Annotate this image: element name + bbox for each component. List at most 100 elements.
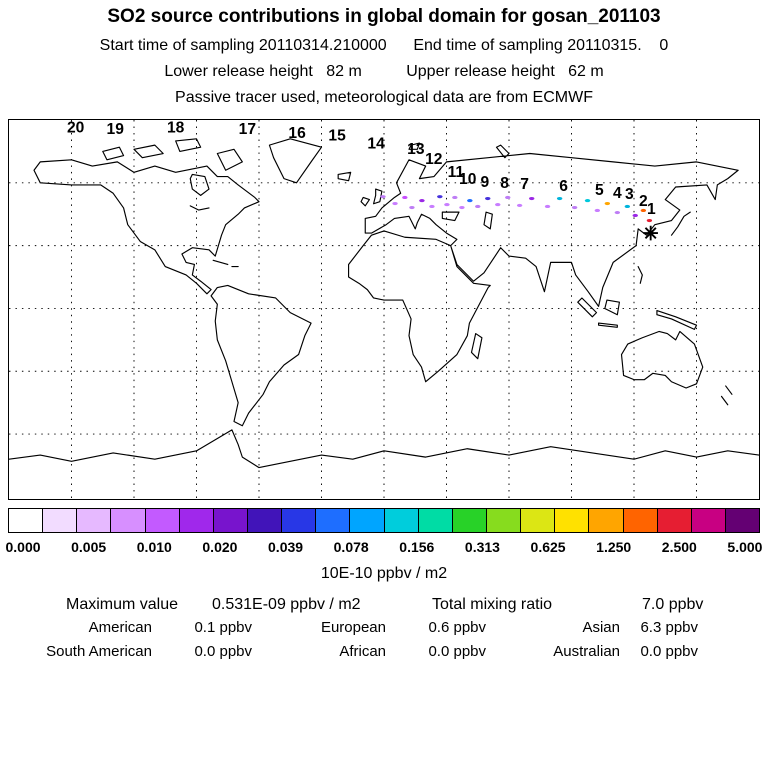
trajectory-day-label: 1 — [647, 201, 656, 218]
particle-dot — [444, 203, 450, 207]
trajectory-day-label: 12 — [425, 151, 443, 168]
colorbar-tick-label: 0.313 — [464, 539, 500, 555]
trajectory-day-label: 3 — [625, 186, 634, 203]
colorbar-cell — [213, 509, 248, 532]
colorbar-tick-label: 0.010 — [136, 539, 172, 555]
colorbar — [8, 508, 760, 533]
particle-dot — [392, 201, 398, 206]
trajectory-day-label: 2 — [639, 193, 648, 210]
particle-dot — [594, 208, 601, 213]
colorbar-cell — [555, 509, 590, 532]
trajectory-day-label: 9 — [480, 174, 489, 191]
colorbar-cell — [145, 509, 180, 532]
colorbar-tick-label: 0.078 — [333, 539, 369, 555]
particle-dot — [624, 204, 631, 209]
colorbar-cell — [179, 509, 214, 532]
particle-dot — [402, 195, 408, 200]
colorbar-cell — [418, 509, 453, 532]
particle-dot — [640, 208, 647, 213]
trajectory-day-label: 11 — [448, 164, 465, 181]
release-height-line: Lower release height 82 m Upper release … — [164, 63, 604, 80]
colorbar-cell — [452, 509, 487, 532]
colorbar-tick-label: 0.625 — [530, 539, 566, 555]
sampling-time-line: Start time of sampling 20110314.210000 E… — [99, 37, 669, 54]
particle-dot — [485, 196, 491, 201]
receptor-marker — [643, 225, 658, 241]
total-mixing-ratio-value: 7.0 ppbv — [642, 596, 704, 613]
particle-dot — [584, 199, 591, 203]
plot-title: SO2 source contributions in global domai… — [107, 6, 661, 27]
colorbar-cell — [725, 509, 760, 532]
region-label: Asian — [582, 619, 620, 636]
region-value: 0.0 ppbv — [640, 643, 698, 660]
colorbar-cell — [384, 509, 419, 532]
colorbar-ticks: 0.000 0.005 0.010 0.020 0.039 0.078 0.156 0.313… — [5, 539, 763, 557]
region-value: 0.0 ppbv — [428, 643, 486, 660]
particle-dot — [459, 205, 465, 210]
particle-dot — [409, 205, 415, 210]
colorbar-cell — [691, 509, 726, 532]
colorbar-tick-label: 0.005 — [71, 539, 107, 555]
trajectory-day-label: 16 — [288, 125, 306, 142]
graticule — [9, 120, 759, 499]
colorbar-tick-label: 2.500 — [661, 539, 697, 555]
particle-dot — [467, 199, 473, 203]
world-map-panel: 20 19 18 17 16 15 14 13 12 11 10 9 8 7 6 5 4 3 2 1 — [8, 119, 760, 500]
trajectory-day-label: 7 — [520, 176, 529, 193]
particle-dot — [529, 196, 535, 201]
region-value: 0.6 ppbv — [428, 619, 486, 636]
colorbar-tick-label: 1.250 — [596, 539, 632, 555]
region-label: American — [88, 619, 152, 636]
total-mixing-ratio-label: Total mixing ratio — [432, 596, 553, 613]
particle-dot — [437, 195, 443, 199]
particle-dot — [646, 218, 653, 223]
trajectory-day-label: 18 — [167, 120, 185, 136]
particle-dot — [544, 204, 551, 209]
colorbar-cell — [350, 509, 385, 532]
colorbar-cell — [589, 509, 624, 532]
particle-dot — [475, 204, 481, 209]
trajectory-day-label: 14 — [367, 135, 385, 152]
colorbar-cell — [247, 509, 283, 532]
colorbar-cell — [111, 509, 146, 532]
trajectory-day-label: 5 — [595, 182, 604, 199]
colorbar-units-label: 10E-10 ppbv / m2 — [320, 565, 448, 582]
region-value: 0.1 ppbv — [194, 619, 252, 636]
particle-dot — [516, 203, 523, 208]
particle-dot — [452, 195, 458, 200]
particle-dot — [429, 204, 435, 209]
trajectory-day-label: 6 — [559, 178, 568, 195]
region-stats: American 0.1 ppbv European 0.6 ppbv Asian 6.3… — [0, 619, 698, 660]
trajectory-day-label: 13 — [407, 141, 425, 158]
maximum-value: 0.531E-09 ppbv / m2 — [212, 596, 361, 613]
colorbar-cell — [521, 509, 556, 532]
particle-dot — [604, 201, 611, 206]
trajectory-day-label: 8 — [500, 175, 509, 192]
region-label: South American — [46, 643, 152, 660]
trajectory-day-label: 20 — [67, 120, 85, 136]
particle-dot — [556, 196, 563, 201]
trajectory-day-label: 17 — [239, 121, 257, 138]
trajectory-day-label: 19 — [107, 121, 125, 138]
colorbar-tick-label: 5.000 — [727, 539, 763, 555]
particle-dot — [505, 195, 511, 200]
colorbar-tick-label: 0.039 — [268, 539, 304, 555]
colorbar-cell — [486, 509, 522, 532]
colorbar-cell — [657, 509, 692, 532]
trajectory-day-label: 15 — [328, 127, 346, 144]
particle-dot — [419, 199, 425, 203]
summary-stats-row: Maximum value 0.531E-09 ppbv / m2 Total … — [0, 596, 768, 616]
region-label: Australian — [553, 643, 620, 660]
coastlines — [9, 138, 759, 469]
region-label: African — [339, 643, 386, 660]
colorbar-tick-label: 0.000 — [5, 539, 41, 555]
colorbar-cell — [282, 509, 317, 532]
trajectory-particle-dots — [380, 195, 653, 223]
colorbar-cell — [316, 509, 351, 532]
particle-dot — [632, 213, 638, 218]
tracer-info-line: Passive tracer used, meteorological data… — [175, 89, 593, 106]
colorbar-cell — [43, 509, 78, 532]
